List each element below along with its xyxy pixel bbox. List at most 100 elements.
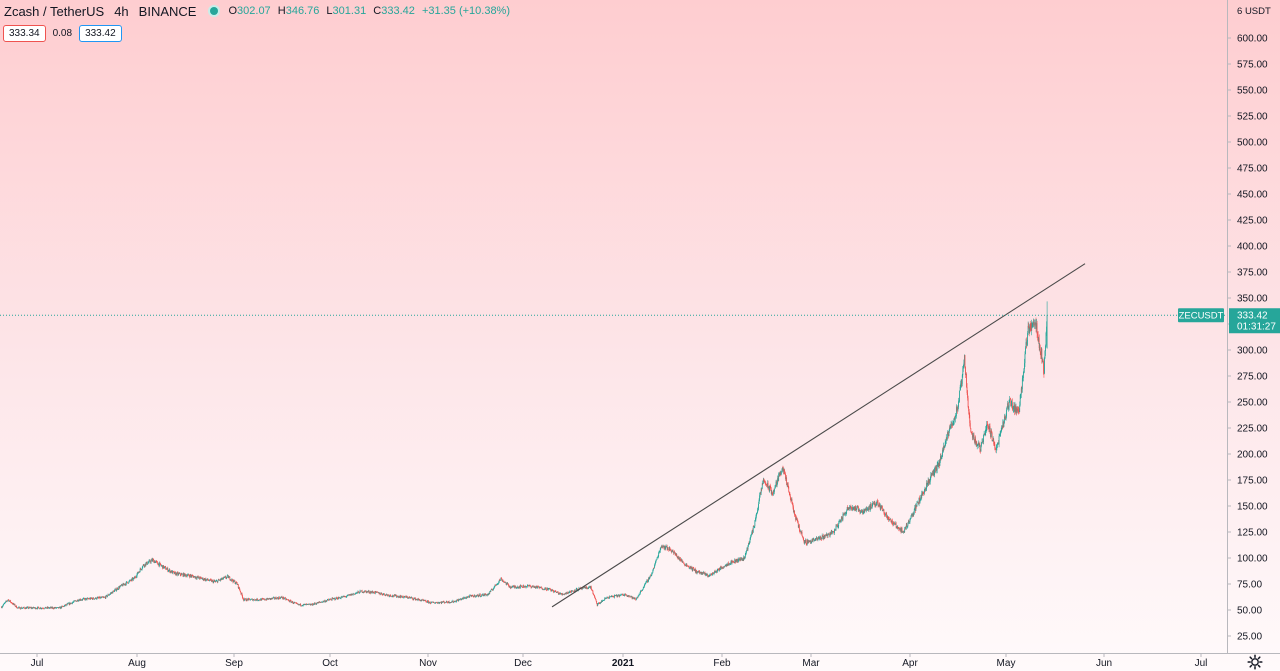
candle-body [621,594,623,595]
candle-body [424,600,426,601]
bid-price[interactable]: 333.34 [3,25,46,42]
candle-body [712,572,713,576]
candle-body [709,574,711,577]
candle-body [690,566,692,569]
candle-body [584,586,586,588]
candle-body [47,607,49,609]
ask-price[interactable]: 333.42 [79,25,122,42]
candle-body [254,599,256,601]
candle-body [855,509,857,511]
candle-body [560,593,562,594]
candle-body [976,441,978,447]
candle-body [935,467,936,473]
candle-body [751,530,753,534]
candle-body [267,598,268,600]
candle-body [428,602,430,603]
candle-body [734,559,736,563]
candle-body [678,557,680,559]
gear-icon[interactable] [1247,654,1263,670]
candle-body [178,573,180,575]
candle-body [967,398,969,408]
candle-body [748,543,749,546]
candle-body [588,587,590,588]
candle-body [867,508,869,510]
candle-body [584,586,586,589]
candle-body [972,436,974,438]
candle-body [892,523,894,525]
candle-body [936,467,938,471]
candle-body [141,567,143,570]
candle-body [460,598,462,600]
candle-body [471,595,473,597]
candle-body [612,596,614,598]
candle-body [374,593,376,594]
candle-body [121,584,123,586]
symbol-name[interactable]: Zcash / TetherUS [4,3,105,19]
candle-body [638,595,639,597]
candle-body [137,572,139,574]
candle-body [544,589,545,591]
candle-body [402,596,404,598]
interval-label[interactable]: 4h [114,3,129,19]
candle-body [551,589,553,591]
candle-body [777,477,779,482]
candle-body [467,596,469,597]
trendline[interactable] [551,263,1086,608]
candle-body [228,576,230,578]
candle-body [537,586,539,587]
candle-body [989,426,990,430]
candle-body [921,493,923,499]
candle-body [884,512,885,515]
candle-body [613,595,615,598]
candle-body [949,427,951,429]
y-tick-label: 600.00 [1237,34,1268,45]
candle-body [907,523,909,527]
candle-body [739,558,740,560]
candle-body [875,504,876,507]
candle-body [594,595,595,597]
y-tick-label: 225.00 [1237,424,1268,435]
candle-body [131,578,133,581]
candle-body [370,591,372,594]
candle-body [627,595,629,596]
candle-body [1044,357,1045,374]
candle-body [937,463,939,466]
candle-body [290,600,292,603]
candle-body [218,579,220,581]
svg-text:01:31:27: 01:31:27 [1237,322,1276,333]
candle-body [913,513,915,515]
x-tick-label: Feb [713,658,731,669]
candle-body [618,594,620,596]
candle-body [459,598,461,600]
candle-body [872,502,874,504]
candle-body [418,599,420,600]
candle-body [255,599,257,600]
candle-body [115,588,116,590]
candle-body [870,503,872,509]
candle-body [696,570,697,574]
candle-body [316,603,318,605]
candle-body [519,586,521,588]
candle-body [891,520,893,523]
candle-body [743,556,745,560]
candle-body [779,472,781,475]
candle-body [342,596,344,597]
candle-body [451,601,453,603]
candle-body [14,604,15,605]
candle-body [787,484,789,487]
candle-body [196,577,198,579]
price-scale[interactable]: 25.0050.0075.00100.00125.00150.00175.002… [1227,34,1268,643]
time-scale[interactable]: Jul Aug Sep Oct Nov Dec 2021 Feb Mar Apr May Jun Jul [31,653,1208,669]
candle-body [902,531,904,533]
candle-body [926,482,927,490]
candle-body [261,598,263,601]
candle-body [127,582,129,584]
candle-body [402,596,404,598]
candle-body [485,594,486,595]
candle-body [235,582,237,584]
candle-body [147,564,148,565]
y-tick-label: 100.00 [1237,554,1268,565]
candle-body [220,578,222,580]
candle-body [884,514,886,516]
